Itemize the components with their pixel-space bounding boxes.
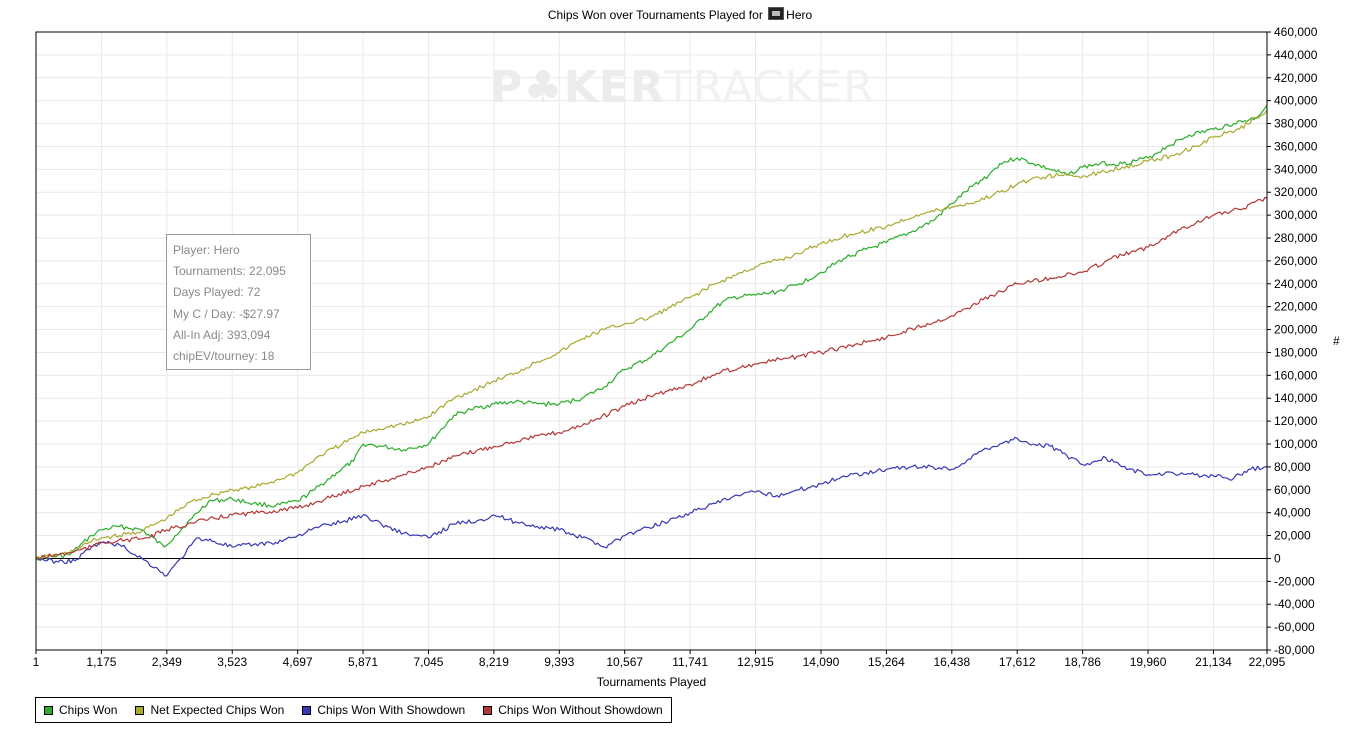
y-tick-label: 420,000 [1274,71,1318,85]
y-tick-label: 180,000 [1274,345,1318,359]
stat-cost-per-day: My C / Day: -$27.97 [173,306,280,321]
x-tick-label: 1,175 [86,655,116,669]
x-tick-label: 18,786 [1064,655,1101,669]
x-tick-label: 16,438 [933,655,970,669]
y-tick-label: 260,000 [1274,254,1318,268]
series-line-chips-won-with-showdown [35,436,1268,577]
y-tick-label: 120,000 [1274,414,1318,428]
x-tick-label: 22,095 [1249,655,1286,669]
x-tick-label: 2,349 [152,655,182,669]
legend-swatch [135,705,145,715]
x-tick-label: 10,567 [606,655,643,669]
stats-tooltip: Player: Hero Tournaments: 22,095 Days Pl… [166,234,311,370]
y-tick-label: 220,000 [1274,300,1318,314]
y-axis-title: # [1333,334,1340,348]
y-tick-label: 100,000 [1274,437,1318,451]
legend-label: Chips Won With Showdown [317,703,466,717]
y-tick-label: 320,000 [1274,185,1318,199]
legend-label: Chips Won [59,703,118,717]
stat-chipev: chipEV/tourney: 18 [173,349,275,364]
legend-item-net-expected[interactable]: Net Expected Chips Won [135,703,284,717]
x-tick-label: 11,741 [672,655,708,669]
chart-title-player: Hero [786,8,813,22]
y-tick-label: -80,000 [1274,643,1315,657]
plot-frame [35,31,1268,651]
pokertracker-watermark: P♣KERTRACKER [490,62,875,113]
series-lines [35,104,1268,577]
y-tick-label: 400,000 [1274,94,1318,108]
chart-title: Chips Won over Tournaments Played for He… [0,7,1360,22]
x-tick-label: 5,871 [348,655,378,669]
x-tick-label: 21,134 [1195,655,1232,669]
legend-label: Net Expected Chips Won [150,703,285,717]
y-tick-label: -20,000 [1274,574,1315,588]
series-line-net-expected-chips-won [35,109,1268,560]
site-icon [768,7,785,20]
y-tick-label: 360,000 [1274,139,1318,153]
y-tick-label: 20,000 [1274,529,1311,543]
series-line-chips-won [35,104,1268,561]
y-tick-label: -40,000 [1274,597,1315,611]
y-tick-label: 460,000 [1274,25,1318,39]
y-tick-label: 40,000 [1274,506,1311,520]
legend-item-chips-won[interactable]: Chips Won [44,703,117,717]
y-axis-ticks: -80,000 -60,000 -40,000 -20,000 0 20,000 40,00… [1267,25,1318,657]
stat-tournaments: Tournaments: 22,095 [173,264,286,279]
x-tick-label: 17,612 [999,655,1036,669]
y-tick-label: 340,000 [1274,162,1318,176]
legend-swatch [483,705,493,715]
legend-swatch [302,705,312,715]
x-tick-label: 15,264 [868,655,905,669]
y-tick-label: 160,000 [1274,368,1318,382]
chart-title-text: Chips Won over Tournaments Played for [547,8,763,22]
y-tick-label: 440,000 [1274,48,1318,62]
y-tick-label: 60,000 [1274,483,1311,497]
stat-days-played: Days Played: 72 [173,285,261,300]
y-tick-label: 240,000 [1274,277,1318,291]
y-tick-label: 300,000 [1274,208,1318,222]
x-tick-label: 4,697 [283,655,313,669]
x-axis-ticks: 1 1,175 2,349 3,523 4,697 5,871 7,045 8,219 9,39… [33,650,1286,669]
legend-item-with-showdown[interactable]: Chips Won With Showdown [302,703,465,717]
x-tick-label: 14,090 [803,655,840,669]
y-tick-label: 80,000 [1274,460,1311,474]
x-tick-label: 7,045 [413,655,443,669]
y-tick-label: 280,000 [1274,231,1318,245]
legend-item-without-showdown[interactable]: Chips Won Without Showdown [483,703,663,717]
stat-player: Player: Hero [173,243,240,257]
legend-label: Chips Won Without Showdown [498,703,663,717]
stat-all-in-adj: All-In Adj: 393,094 [173,327,271,342]
y-tick-label: 200,000 [1274,323,1318,337]
x-tick-label: 19,960 [1130,655,1167,669]
y-tick-label: 140,000 [1274,391,1318,405]
x-tick-label: 9,393 [544,655,574,669]
x-tick-label: 1 [33,655,40,669]
y-tick-label: 380,000 [1274,117,1318,131]
x-tick-label: 12,915 [737,655,774,669]
x-tick-label: 8,219 [479,655,509,669]
y-tick-label: 0 [1274,551,1281,565]
legend-swatch [44,705,53,715]
x-axis-title: Tournaments Played [596,675,707,689]
chart-legend: Chips Won Net Expected Chips Won Chips W… [35,697,672,723]
y-tick-label: -60,000 [1274,620,1315,634]
x-tick-label: 3,523 [217,655,247,669]
series-line-chips-won-without-showdown [35,196,1268,560]
